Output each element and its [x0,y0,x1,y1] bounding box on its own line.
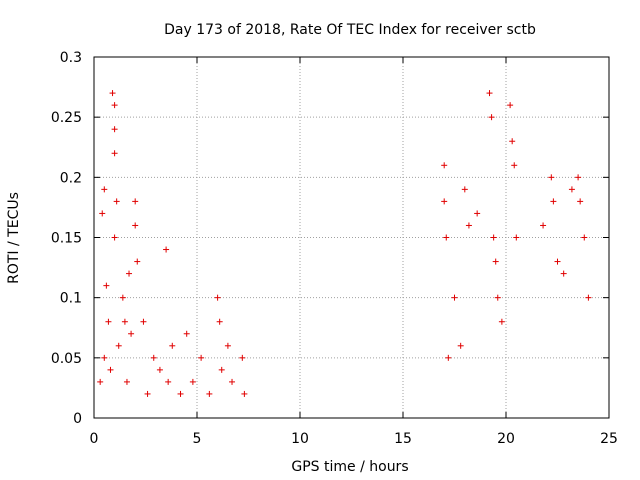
data-point [132,198,139,205]
data-point [575,174,582,181]
data-point [585,294,592,301]
x-tick-label: 0 [90,431,99,447]
y-tick-label: 0.2 [60,170,82,186]
y-tick-label: 0 [73,411,82,427]
data-point [486,90,493,97]
data-point [507,102,514,109]
data-point [128,330,135,337]
data-point [119,294,126,301]
data-point [123,378,130,385]
data-point [144,390,151,397]
data-point [206,390,213,397]
data-point [560,270,567,277]
data-point [509,138,516,145]
data-point [461,186,468,193]
data-point [239,354,246,361]
chart-title: Day 173 of 2018, Rate Of TEC Index for r… [164,22,536,38]
data-point [101,186,108,193]
x-tick-label: 10 [291,431,309,447]
plot-frame [93,56,610,419]
data-point [121,318,128,325]
y-tick-label: 0.3 [60,50,82,66]
data-point [150,354,157,361]
data-point [97,378,104,385]
data-point [103,282,110,289]
data-point [474,210,481,217]
data-point [488,114,495,121]
data-point [163,246,170,253]
data-point [156,366,163,373]
data-point [457,342,464,349]
data-point [165,378,172,385]
data-point [443,234,450,241]
data-point [550,198,557,205]
data-point [581,234,588,241]
x-tick-label: 5 [193,431,202,447]
data-point [214,294,221,301]
x-tick-labels: 0 5 10 15 20 25 [90,431,618,447]
data-point [490,234,497,241]
data-point [492,258,499,265]
data-point [177,390,184,397]
data-point [189,378,196,385]
data-point [140,318,147,325]
data-point [111,102,118,109]
data-point [216,318,223,325]
data-point [445,354,452,361]
data-point [101,354,108,361]
y-axis-label: ROTI / TECUs [6,192,22,284]
data-point [113,198,120,205]
data-point [441,162,448,169]
data-points [97,90,592,397]
x-tick-label: 25 [600,431,618,447]
data-point [548,174,555,181]
data-point [107,366,114,373]
y-tick-label: 0.15 [51,231,82,247]
data-point [229,378,236,385]
y-tick-label: 0.05 [51,351,82,367]
data-point [198,354,205,361]
data-point [511,162,518,169]
data-point [183,330,190,337]
data-point [494,294,501,301]
data-point [111,150,118,157]
data-point [218,366,225,373]
data-point [441,198,448,205]
data-point [126,270,133,277]
data-point [465,222,472,229]
data-point [540,222,547,229]
y-tick-labels: 0 0.05 0.1 0.15 0.2 0.25 0.3 [51,50,82,427]
data-point [111,126,118,133]
data-point [498,318,505,325]
data-point [451,294,458,301]
grid [94,57,609,418]
y-tick-label: 0.25 [51,110,82,126]
data-point [111,234,118,241]
data-point [134,258,141,265]
y-tick-label: 0.1 [60,291,82,307]
data-point [568,186,575,193]
data-point [224,342,231,349]
data-point [109,90,116,97]
data-point [99,210,106,217]
data-point [132,222,139,229]
x-tick-label: 20 [497,431,515,447]
data-point [554,258,561,265]
data-point [169,342,176,349]
x-tick-label: 15 [394,431,412,447]
axis-ticks [93,56,610,419]
data-point [115,342,122,349]
data-point [577,198,584,205]
data-point [241,390,248,397]
data-point [513,234,520,241]
x-axis-label: GPS time / hours [291,459,408,475]
data-point [105,318,112,325]
